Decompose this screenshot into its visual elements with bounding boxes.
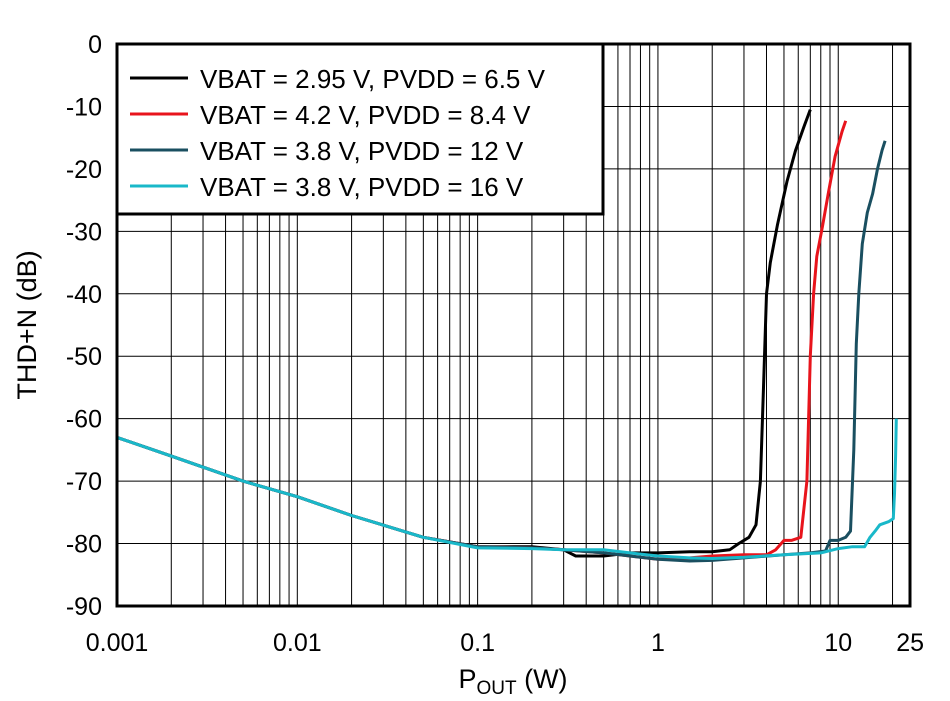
legend-label: VBAT = 3.8 V, PVDD = 12 V (200, 136, 524, 166)
x-tick-label: 25 (896, 629, 924, 657)
y-tick-label: -40 (66, 281, 102, 309)
y-tick-label: -30 (66, 218, 102, 246)
y-tick-label: -60 (66, 406, 102, 434)
legend-label: VBAT = 3.8 V, PVDD = 16 V (200, 172, 524, 202)
x-axis-title-unit: (W) (517, 664, 568, 694)
series-line-4 (116, 418, 898, 560)
legend-box (115, 42, 605, 216)
y-axis-title: THD+N (dB) (12, 250, 42, 399)
series-lines (116, 109, 898, 563)
x-axis-title-sub: OUT (476, 678, 517, 699)
y-tick-label: -10 (66, 93, 102, 121)
x-axis-title-main: P (458, 664, 476, 694)
legend-label: VBAT = 4.2 V, PVDD = 8.4 V (200, 100, 531, 130)
legend: VBAT = 2.95 V, PVDD = 6.5 V VBAT = 4.2 V,… (115, 42, 605, 216)
y-tick-label: -70 (66, 468, 102, 496)
x-tick-label: 1 (651, 629, 665, 657)
y-tick-label: -20 (66, 156, 102, 184)
tick-labels: 0 -10 -20 -30 -40 -50 -60 -70 -80 -90 0.001 0.01 0.1… (66, 31, 924, 657)
y-tick-label: -50 (66, 343, 102, 371)
x-axis-title: POUT (W) (458, 664, 567, 699)
legend-label: VBAT = 2.95 V, PVDD = 6.5 V (200, 64, 546, 94)
y-tick-label: 0 (88, 31, 102, 59)
x-tick-label: 0.1 (460, 629, 495, 657)
x-tick-label: 0.001 (86, 629, 149, 657)
x-tick-label: 10 (824, 629, 852, 657)
y-tick-label: -80 (66, 531, 102, 559)
y-tick-label: -90 (66, 593, 102, 621)
x-tick-label: 0.01 (273, 629, 322, 657)
